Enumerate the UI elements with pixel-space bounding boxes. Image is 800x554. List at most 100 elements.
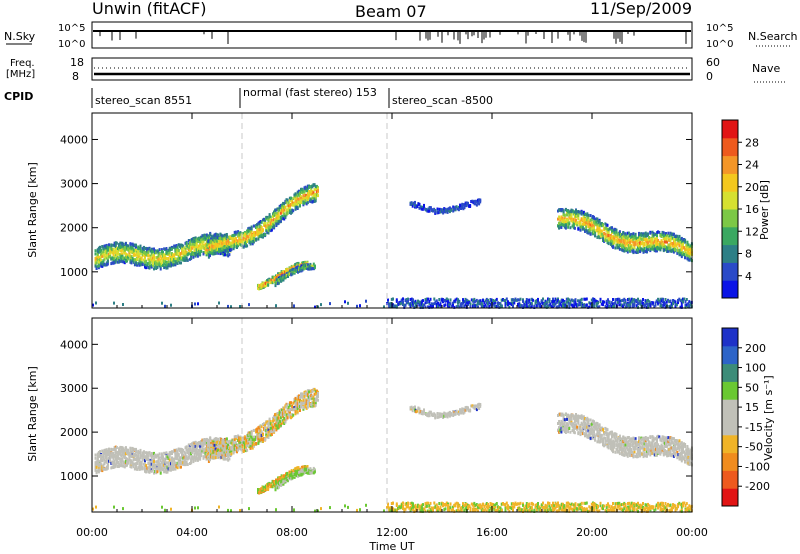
power-echo-cell <box>420 301 423 305</box>
power-echo-cell <box>293 265 295 268</box>
power-echo-cell <box>462 203 465 207</box>
power-echo-cell <box>207 244 210 248</box>
power-echo-cell <box>305 202 308 206</box>
velocity-echo-cell <box>163 451 166 455</box>
power-echo-cell <box>216 240 218 244</box>
power-echo-cell <box>193 251 196 255</box>
power-echo-cell <box>482 299 484 302</box>
power-echo-cell <box>633 246 636 249</box>
power-echo-cell <box>283 205 286 209</box>
power-echo-cell <box>100 249 103 253</box>
power-echo-cell <box>625 236 628 240</box>
power-echo-cell <box>138 253 141 257</box>
power-echo-cell <box>182 249 185 253</box>
power-echo-cell <box>645 299 648 303</box>
power-echo-cell <box>222 251 225 255</box>
velocity-echo-cell <box>148 451 151 455</box>
power-echo-cell <box>441 208 443 212</box>
power-echo-cell <box>568 213 571 217</box>
power-echo-cell <box>651 245 654 249</box>
power-echo-cell <box>421 205 424 209</box>
power-echo-cell <box>627 301 629 305</box>
power-echo-cell <box>272 278 275 282</box>
power-echo-cell <box>158 264 161 268</box>
power-echo-cell <box>232 244 235 248</box>
power-echo-cell <box>119 249 122 252</box>
power-echo-cell <box>469 302 472 306</box>
power-echo-cell <box>412 300 414 303</box>
power-echo-cell <box>433 297 436 301</box>
power-echo-cell <box>293 201 296 205</box>
power-echo-cell <box>288 209 291 213</box>
power-echo-cell <box>238 239 241 243</box>
power-echo-cell <box>631 239 634 243</box>
power-echo-cell <box>605 228 608 232</box>
power-echo-cell <box>160 252 163 256</box>
power-echo-cell <box>585 225 588 229</box>
velocity-echo-cell <box>144 460 146 464</box>
power-echo-cell <box>574 302 577 306</box>
power-echo-cell <box>597 232 600 236</box>
power-echo-cell <box>314 305 316 309</box>
power-echo-cell <box>580 297 583 301</box>
velocity-echo-cell <box>124 452 127 456</box>
power-echo-cell <box>602 303 604 307</box>
velocity-echo-cell <box>102 464 105 468</box>
power-echo-cell <box>487 301 489 304</box>
power-echo-cell <box>272 221 274 225</box>
power-echo-cell <box>286 274 289 278</box>
power-echo-cell <box>110 244 113 248</box>
power-echo-cell <box>591 215 594 219</box>
power-echo-cell <box>563 216 566 220</box>
velocity-echo-cell <box>181 452 184 456</box>
power-echo-cell <box>562 209 565 213</box>
velocity-echo-cell <box>147 470 150 474</box>
power-echo-cell <box>584 222 586 226</box>
power-echo-cell <box>660 299 663 303</box>
power-echo-cell <box>616 233 619 237</box>
power-echo-cell <box>659 299 662 302</box>
power-echo-cell <box>233 230 236 234</box>
power-echo-cell <box>222 240 225 244</box>
power-echo-cell <box>595 223 598 227</box>
velocity-echo-cell <box>96 462 99 466</box>
power-echo-cell <box>259 234 262 238</box>
power-echo-cell <box>101 251 104 255</box>
power-echo-cell <box>562 213 565 217</box>
power-echo-cell <box>263 283 266 287</box>
power-echo-cell <box>200 240 203 243</box>
power-echo-cell <box>183 257 186 261</box>
power-echo-cell <box>105 245 108 249</box>
power-echo-cell <box>122 250 125 254</box>
power-echo-cell <box>113 249 116 253</box>
power-echo-cell <box>611 239 613 243</box>
power-echo-cell <box>564 207 567 211</box>
velocity-echo-cell <box>176 455 179 459</box>
power-echo-cell <box>249 237 252 241</box>
power-echo-cell <box>129 260 132 264</box>
power-echo-cell <box>452 205 455 209</box>
velocity-echo-cell <box>139 448 142 452</box>
power-echo-cell <box>300 264 303 268</box>
power-echo-cell <box>512 301 514 305</box>
velocity-echo-cell <box>156 467 159 471</box>
power-echo-cell <box>227 304 229 308</box>
power-echo-cell <box>609 236 612 240</box>
power-echo-cell <box>389 304 392 308</box>
power-echo-cell <box>626 231 629 235</box>
power-echo-cell <box>569 300 572 304</box>
power-echo-cell <box>680 298 683 302</box>
power-echo-cell <box>596 235 599 239</box>
power-echo-cell <box>464 298 467 302</box>
power-echo-cell <box>277 276 280 280</box>
power-echo-cell <box>216 247 219 251</box>
power-echo-cell <box>226 253 229 257</box>
velocity-echo-cell <box>182 456 185 460</box>
power-echo-cell <box>194 251 197 255</box>
power-echo-cell <box>622 235 625 239</box>
power-echo-cell <box>684 240 687 244</box>
power-echo-cell <box>645 238 648 242</box>
power-echo-cell <box>652 247 655 251</box>
power-echo-cell <box>185 241 188 245</box>
power-echo-cell <box>576 211 579 215</box>
